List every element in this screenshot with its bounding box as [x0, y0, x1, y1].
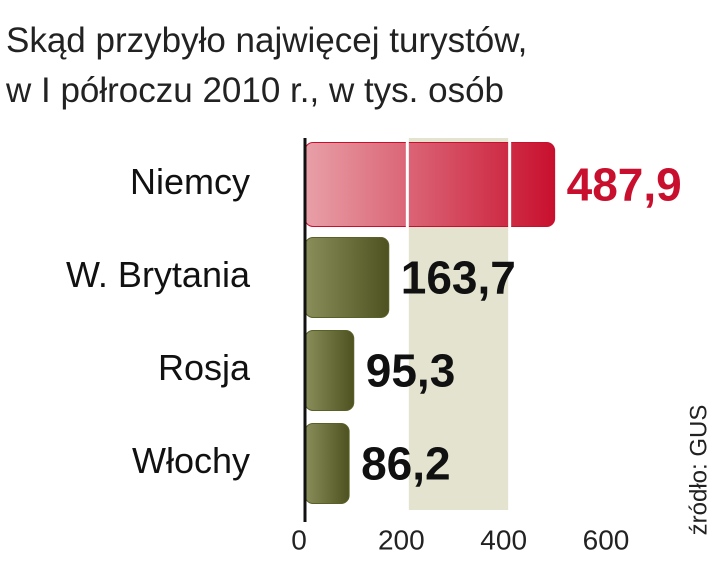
value-label: 163,7	[401, 252, 516, 304]
value-label: 86,2	[361, 438, 451, 490]
y-tick-label: Włochy	[132, 440, 250, 481]
value-label: 487,9	[567, 159, 682, 211]
value-label: 95,3	[366, 345, 456, 397]
source: źródło: GUS	[685, 405, 712, 536]
bar	[304, 142, 556, 227]
bar	[304, 330, 355, 411]
bar	[304, 237, 390, 318]
chart-title: Skąd przybyło najwięcej turystów,	[6, 21, 527, 60]
x-tick-label: 200	[378, 524, 425, 555]
x-tick-label: 600	[583, 524, 630, 555]
x-tick-label: 400	[480, 524, 527, 555]
bar	[304, 423, 350, 504]
y-tick-label: Niemcy	[130, 161, 250, 202]
y-tick-label: Rosja	[158, 347, 251, 388]
chart-title: w I półroczu 2010 r., w tys. osób	[5, 71, 504, 110]
x-tick-label: 0	[291, 524, 307, 555]
y-tick-label: W. Brytania	[66, 254, 251, 295]
